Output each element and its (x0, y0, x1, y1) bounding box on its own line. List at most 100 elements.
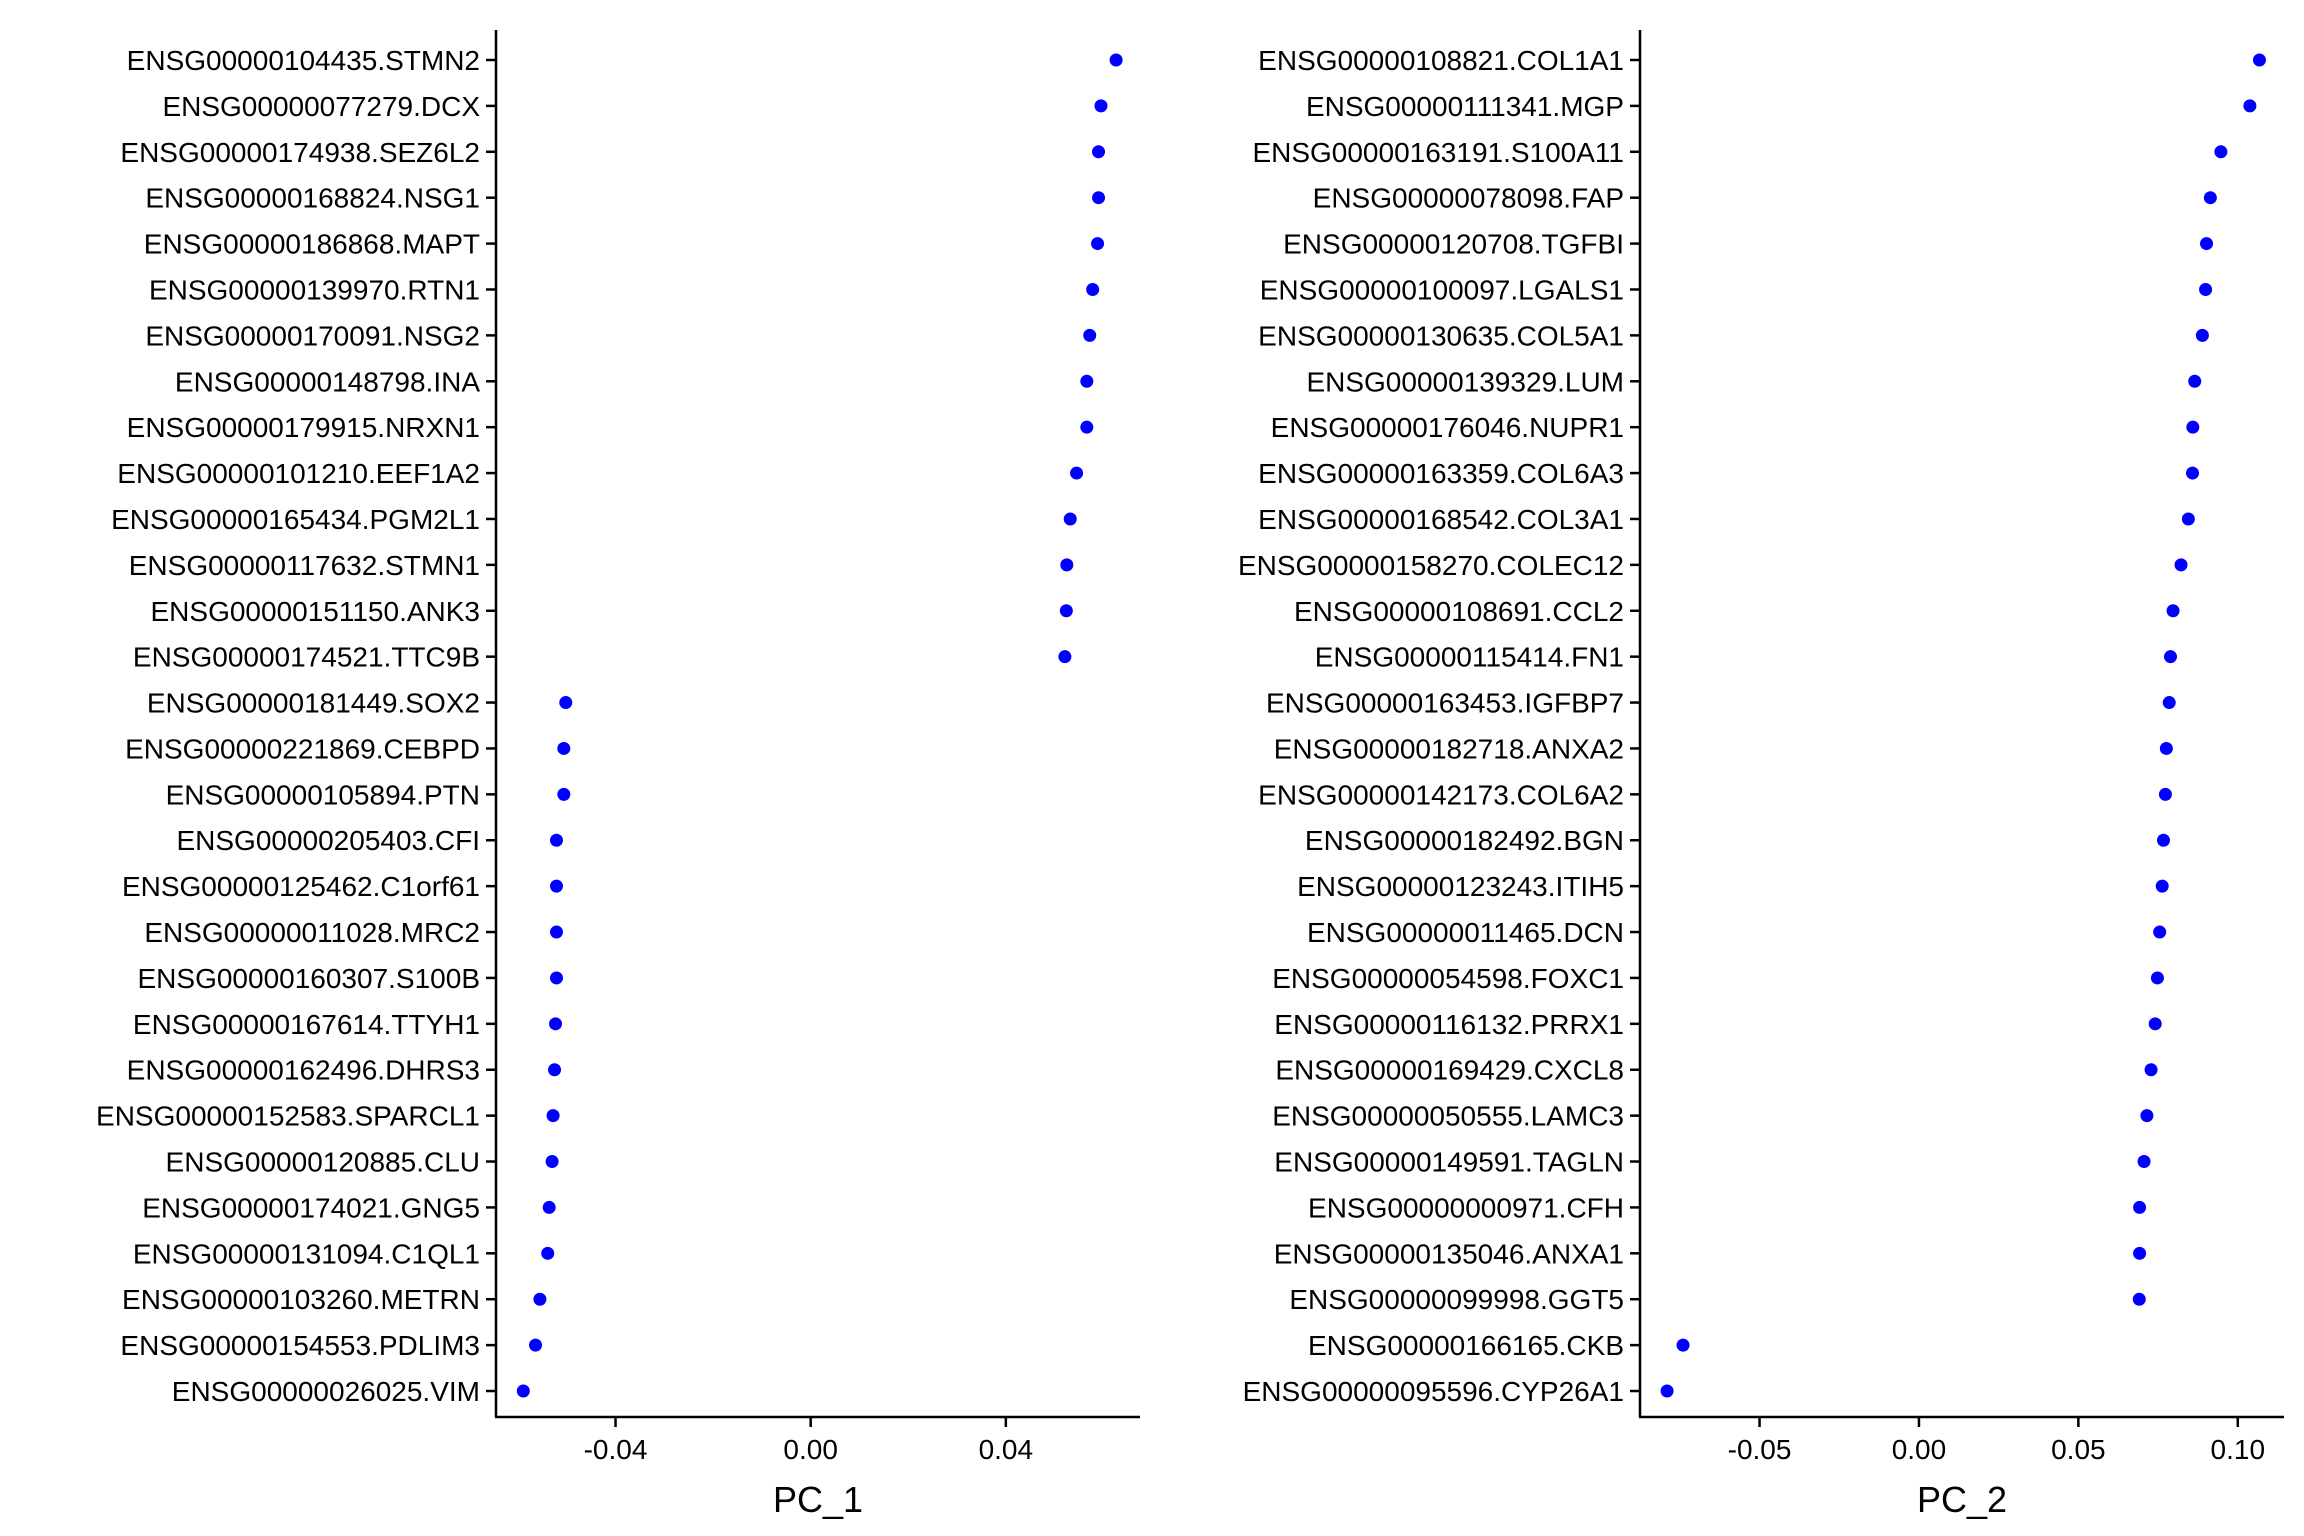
data-point (2214, 145, 2228, 159)
gene-label: ENSG00000104435.STMN2 (127, 45, 480, 76)
gene-label: ENSG00000160307.S100B (138, 963, 481, 994)
gene-label: ENSG00000176046.NUPR1 (1271, 412, 1624, 443)
gene-label: ENSG00000148798.INA (175, 366, 480, 397)
gene-label: ENSG00000103260.METRN (122, 1284, 480, 1315)
gene-label: ENSG00000181449.SOX2 (147, 688, 480, 719)
data-point (1070, 466, 1084, 480)
data-point (2132, 1292, 2146, 1306)
data-point (2195, 328, 2209, 342)
gene-label: ENSG00000149591.TAGLN (1274, 1147, 1624, 1178)
data-point (1058, 650, 1072, 664)
data-point (1092, 145, 1106, 159)
data-point (1109, 53, 1123, 67)
data-point (2200, 237, 2214, 251)
gene-label: ENSG00000168542.COL3A1 (1258, 504, 1624, 535)
data-point (529, 1338, 543, 1352)
data-point (516, 1384, 530, 1398)
gene-label: ENSG00000174021.GNG5 (142, 1192, 480, 1223)
data-point (2181, 512, 2195, 526)
gene-label: ENSG00000117632.STMN1 (129, 550, 480, 581)
data-point (1092, 191, 1106, 205)
data-point (546, 1109, 560, 1123)
gene-label: ENSG00000125462.C1orf61 (122, 871, 480, 902)
data-point (549, 879, 563, 893)
data-point (1086, 282, 1100, 296)
gene-label: ENSG00000105894.PTN (166, 779, 480, 810)
data-point (1063, 512, 1077, 526)
data-point (2133, 1246, 2147, 1260)
gene-label: ENSG00000221869.CEBPD (125, 733, 480, 764)
gene-label: ENSG00000162496.DHRS3 (127, 1055, 480, 1086)
gene-label: ENSG00000152583.SPARCL1 (96, 1101, 480, 1132)
gene-label: ENSG00000120708.TGFBI (1283, 229, 1624, 260)
data-point (2155, 879, 2169, 893)
x-axis-title-pc2: PC_2 (1917, 1479, 2007, 1520)
gene-label: ENSG00000026025.VIM (172, 1376, 480, 1407)
gene-label: ENSG00000111341.MGP (1306, 91, 1624, 122)
panel-pc1: ENSG00000104435.STMN2 ENSG00000077279.DCX… (96, 30, 1140, 1520)
gene-label: ENSG00000120885.CLU (166, 1147, 480, 1178)
data-point (2166, 604, 2180, 618)
gene-label: ENSG00000163191.S100A11 (1252, 137, 1624, 168)
data-point (2133, 1200, 2147, 1214)
gene-label: ENSG00000095596.CYP26A1 (1243, 1376, 1624, 1407)
data-point (2140, 1109, 2154, 1123)
gene-label: ENSG00000000971.CFH (1308, 1192, 1624, 1223)
gene-label: ENSG00000174938.SEZ6L2 (120, 137, 480, 168)
data-point (2156, 833, 2170, 847)
gene-label: ENSG00000011465.DCN (1307, 917, 1624, 948)
data-point (1060, 558, 1074, 572)
data-point (2148, 1017, 2162, 1031)
gene-label: ENSG00000151150.ANK3 (151, 596, 481, 627)
x-tick-label: 0.00 (1892, 1434, 1947, 1465)
data-point (2186, 420, 2200, 434)
data-point (549, 1017, 563, 1031)
data-point (2137, 1155, 2151, 1169)
data-point (557, 787, 571, 801)
gene-label: ENSG00000139970.RTN1 (149, 274, 480, 305)
data-point (559, 696, 573, 710)
data-point (2174, 558, 2188, 572)
data-point (2153, 925, 2167, 939)
gene-label: ENSG00000011028.MRC2 (144, 917, 480, 948)
gene-label: ENSG00000115414.FN1 (1315, 642, 1624, 673)
data-point (1676, 1338, 1690, 1352)
gene-label: ENSG00000165434.PGM2L1 (111, 504, 480, 535)
data-point (2159, 741, 2173, 755)
gene-label: ENSG00000142173.COL6A2 (1258, 779, 1624, 810)
gene-label: ENSG00000077279.DCX (162, 91, 480, 122)
gene-label: ENSG00000179915.NRXN1 (127, 412, 480, 443)
data-point (2186, 466, 2200, 480)
gene-label: ENSG00000130635.COL5A1 (1258, 320, 1624, 351)
x-tick-label: 0.00 (783, 1434, 838, 1465)
data-point (1094, 99, 1108, 113)
x-tick-label: -0.05 (1728, 1434, 1792, 1465)
gene-label: ENSG00000169429.CXCL8 (1275, 1055, 1624, 1086)
gene-label: ENSG00000205403.CFI (176, 825, 480, 856)
data-point (533, 1292, 547, 1306)
gene-label: ENSG00000182718.ANXA2 (1274, 733, 1624, 764)
gene-label: ENSG00000100097.LGALS1 (1260, 274, 1624, 305)
gene-label: ENSG00000167614.TTYH1 (133, 1009, 480, 1040)
gene-label: ENSG00000182492.BGN (1305, 825, 1624, 856)
gene-label: ENSG00000174521.TTC9B (133, 642, 480, 673)
gene-label: ENSG00000139329.LUM (1306, 366, 1624, 397)
gene-label: ENSG00000135046.ANXA1 (1274, 1238, 1624, 1269)
data-point (549, 971, 563, 985)
x-tick-label: 0.10 (2211, 1434, 2266, 1465)
data-point (545, 1155, 559, 1169)
gene-label: ENSG00000108821.COL1A1 (1258, 45, 1624, 76)
panel-pc2: ENSG00000108821.COL1A1 ENSG00000111341.MG… (1238, 30, 2284, 1520)
gene-label: ENSG00000116132.PRRX1 (1274, 1009, 1624, 1040)
data-point (2188, 374, 2202, 388)
data-point (557, 741, 571, 755)
data-point (549, 925, 563, 939)
data-point (2203, 191, 2217, 205)
data-point (2162, 696, 2176, 710)
data-point (1083, 328, 1097, 342)
data-point (548, 1063, 562, 1077)
x-axis-title-pc1: PC_1 (773, 1479, 863, 1520)
gene-label: ENSG00000186868.MAPT (144, 229, 480, 260)
data-point (2252, 53, 2266, 67)
